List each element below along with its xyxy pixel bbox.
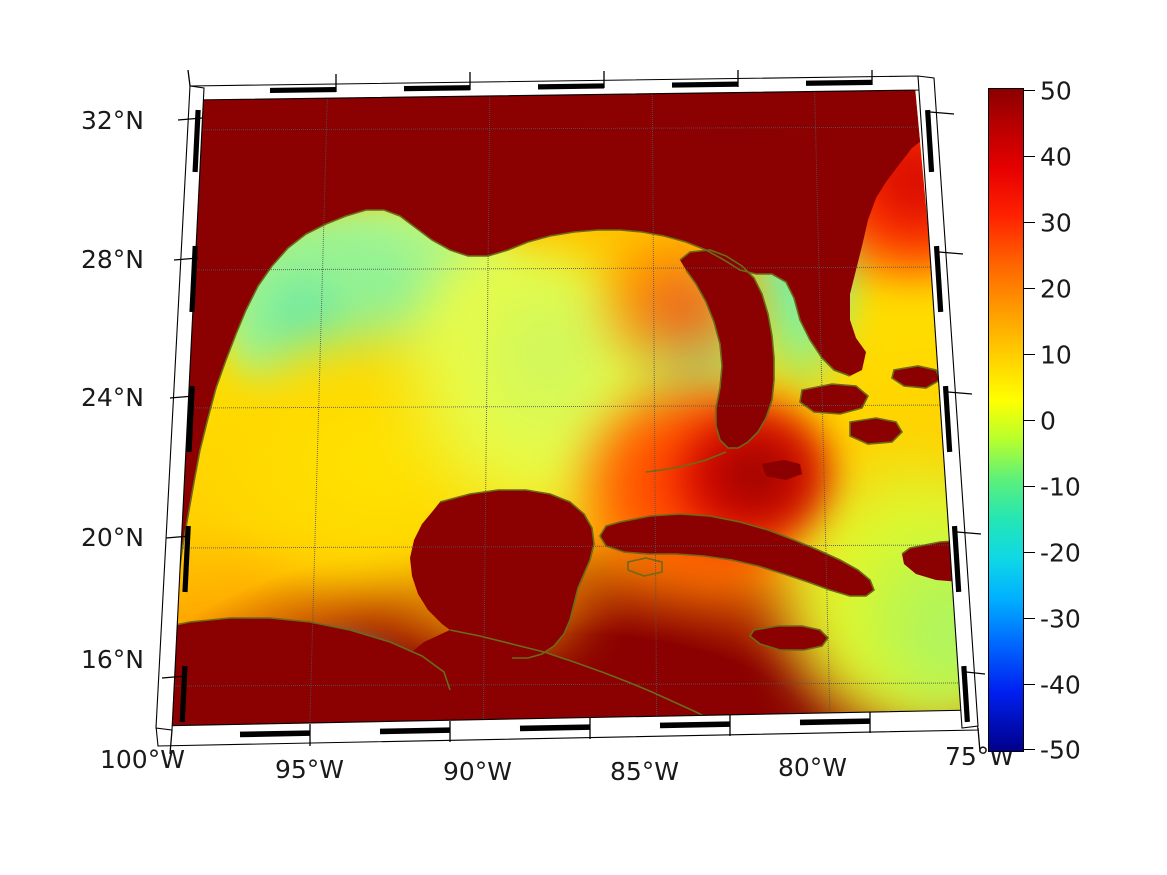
coast-cuba	[599, 513, 875, 597]
land-bahama-bank-2	[850, 418, 902, 444]
coast-yucatan	[439, 489, 595, 659]
colorbar-tick-0	[1024, 420, 1035, 421]
colorbar-label-neg50: -50	[1040, 735, 1081, 765]
coast-bahamas-2	[849, 417, 904, 445]
land-yucatan	[410, 490, 594, 658]
colorbar-label-neg40: -40	[1040, 670, 1081, 700]
axis-label-lat-32n: 32°N	[80, 106, 144, 135]
coast-jamaica	[748, 625, 830, 651]
axis-label-lat-16n: 16°N	[80, 645, 144, 674]
colorbar-label-neg30: -30	[1040, 604, 1081, 634]
axis-label-lat-20n: 20°N	[80, 523, 144, 552]
colorbar-label-neg20: -20	[1040, 538, 1081, 568]
land-cuba	[600, 514, 874, 596]
axis-label-lon-100w: 100°W	[100, 745, 185, 774]
colorbar-tick-30	[1024, 222, 1035, 223]
axis-label-lat-28n: 28°N	[80, 245, 144, 274]
coast-florida-keys	[645, 451, 727, 473]
colorbar-tick-neg40	[1024, 684, 1035, 685]
land-and-coastline-layer	[162, 76, 974, 744]
map-panel[interactable]	[150, 70, 985, 760]
map-projection-area	[162, 76, 974, 744]
axis-label-lon-95w: 95°W	[275, 755, 345, 784]
axis-label-lon-80w: 80°W	[778, 753, 848, 782]
coast-mexico-pacific	[162, 617, 451, 691]
colorbar-label-30: 30	[1040, 208, 1072, 238]
coast-isla-juventud	[627, 557, 663, 577]
land-florida	[680, 250, 774, 448]
colorbar-tick-40	[1024, 156, 1035, 157]
colorbar-label-0: 0	[1040, 406, 1056, 436]
land-bahama-bank-4	[762, 460, 802, 480]
coast-florida	[679, 249, 775, 449]
colorbar-label-10: 10	[1040, 340, 1072, 370]
axis-label-lon-90w: 90°W	[443, 757, 513, 786]
colorbar-label-neg10: -10	[1040, 472, 1081, 502]
land-bahama-bank-1	[800, 384, 868, 414]
colorbar-label-50: 50	[1040, 76, 1072, 106]
colorbar-tick-neg20	[1024, 552, 1035, 553]
colorbar-tick-neg30	[1024, 618, 1035, 619]
land-jamaica	[750, 626, 828, 650]
axis-label-lat-24n: 24°N	[80, 383, 144, 412]
colorbar-tick-10	[1024, 354, 1035, 355]
colorbar-tick-20	[1024, 288, 1035, 289]
colorbar-tick-neg50	[1024, 749, 1035, 750]
colorbar-tick-neg10	[1024, 486, 1035, 487]
colorbar-label-20: 20	[1040, 274, 1072, 304]
colorbar[interactable]: 50 40 30 20 10 0 -10 -20 -30 -40 -50	[988, 77, 1138, 765]
colorbar-label-40: 40	[1040, 142, 1072, 172]
land-north-america	[162, 76, 970, 682]
land-mexico-south	[162, 618, 450, 738]
axis-label-lon-85w: 85°W	[610, 757, 680, 786]
colorbar-tick-50	[1024, 90, 1035, 91]
coast-bahamas	[799, 383, 869, 415]
colorbar-gradient[interactable]	[988, 88, 1024, 752]
map-clip	[150, 70, 985, 760]
land-polygons	[162, 76, 974, 744]
